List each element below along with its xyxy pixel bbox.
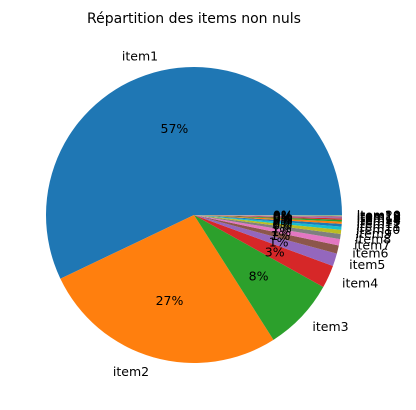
percent-label-item3: 8% xyxy=(249,268,269,283)
percent-label-item8: 1% xyxy=(272,220,292,235)
pie-slices xyxy=(45,67,343,364)
pie-slice-item7 xyxy=(194,215,341,246)
category-label-item6: item6 xyxy=(352,246,388,261)
category-label-item2: item2 xyxy=(113,364,149,379)
category-label-item7: item7 xyxy=(354,238,390,253)
category-label-item12: item12 xyxy=(357,216,401,231)
category-label-item14: item14 xyxy=(357,212,401,227)
pie-slice-item2 xyxy=(60,215,274,364)
pie-slice-item8 xyxy=(194,215,341,240)
pie-slice-item3 xyxy=(194,215,324,340)
category-label-item11: item11 xyxy=(356,219,400,234)
percent-label-item5: 1% xyxy=(269,234,289,249)
pie-slice-item18 xyxy=(194,215,343,217)
category-label-item4: item4 xyxy=(342,275,378,290)
percent-label-item13: 0% xyxy=(273,211,293,226)
percent-label-item17: 0% xyxy=(273,208,293,223)
percent-label-item12: 0% xyxy=(273,212,293,227)
percent-label-item4: 3% xyxy=(265,245,285,260)
percent-label-item18: 0% xyxy=(273,208,293,223)
percent-label-item20: 0% xyxy=(273,208,293,223)
category-label-item5: item5 xyxy=(349,257,385,272)
percent-label-item11: 0% xyxy=(273,214,293,229)
category-label-item15: item15 xyxy=(357,211,401,226)
category-label-item9: item9 xyxy=(356,226,392,241)
category-label-item10: item10 xyxy=(356,222,400,237)
pie-slice-item13 xyxy=(194,215,342,222)
category-label-item1: item1 xyxy=(122,49,158,64)
category-label-item19: item19 xyxy=(357,208,401,223)
pie-slice-item16 xyxy=(194,215,342,218)
category-label-item3: item3 xyxy=(312,319,348,334)
category-label-item8: item8 xyxy=(355,231,391,246)
percent-label-item10: 0% xyxy=(273,215,293,230)
pie-slice-item5 xyxy=(194,215,337,266)
pie-slice-item11 xyxy=(194,215,342,227)
category-label-item18: item18 xyxy=(357,208,401,223)
category-labels: item1 item2 item3 item4 item5item6item7item8… xyxy=(113,49,401,379)
pie-slice-item17 xyxy=(194,215,342,217)
pie-slice-item9 xyxy=(194,215,342,235)
percent-label-item2: 27% xyxy=(156,293,184,308)
pie-slice-item12 xyxy=(194,215,342,224)
pie-slice-item15 xyxy=(194,215,342,219)
pie-slice-item1 xyxy=(45,67,342,279)
percent-label-item6: 1% xyxy=(270,228,290,243)
pie-slice-item6 xyxy=(194,215,339,254)
pie-slice-item4 xyxy=(194,215,333,288)
category-label-item20: item20 xyxy=(357,208,401,223)
pie-slice-item10 xyxy=(194,215,342,230)
percent-labels: 57%27%8%3%1%1%1%1%0%0%0%0%0%0%0%0%0%0%0%… xyxy=(156,121,293,308)
percent-label-item16: 0% xyxy=(273,209,293,224)
percent-label-item9: 0% xyxy=(272,218,292,233)
percent-label-item7: 1% xyxy=(271,224,291,239)
percent-label-item14: 0% xyxy=(273,210,293,225)
percent-label-item15: 0% xyxy=(273,209,293,224)
category-label-item16: item16 xyxy=(357,210,401,225)
percent-label-item1: 57% xyxy=(161,121,189,136)
percent-label-item19: 0% xyxy=(273,208,293,223)
pie-slice-item14 xyxy=(194,215,342,220)
pie-slice-item19 xyxy=(194,215,343,216)
category-label-item13: item13 xyxy=(357,214,401,229)
category-label-item17: item17 xyxy=(357,209,401,224)
chart-title: Répartition des items non nuls xyxy=(87,11,301,27)
